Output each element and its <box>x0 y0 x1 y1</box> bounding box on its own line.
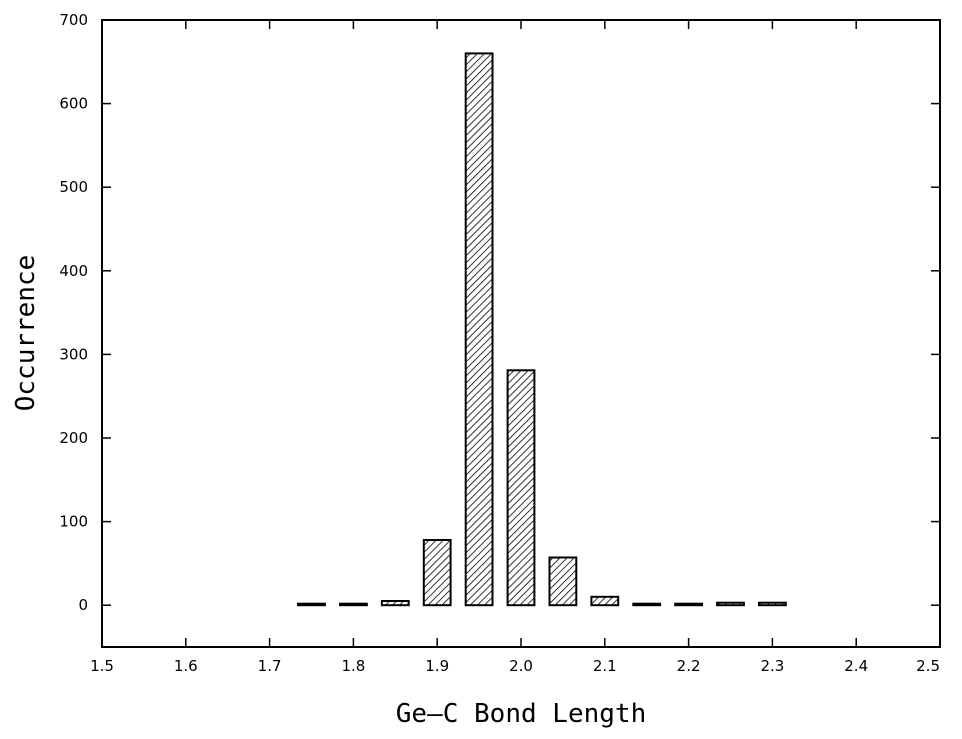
bar <box>716 601 745 607</box>
y-tick-label: 500 <box>59 178 88 196</box>
x-tick-label: 1.9 <box>425 657 449 675</box>
x-axis: 1.5 1.6 1.7 1.8 1.9 2.0 2.1 2.2 2.3 2.4 2.5 <box>90 20 941 675</box>
y-tick-label: 600 <box>59 95 88 113</box>
x-tick-label: 1.6 <box>174 657 198 675</box>
bar <box>674 602 704 607</box>
x-tick-label: 2.1 <box>593 657 617 675</box>
bar <box>506 369 536 607</box>
x-tick-label: 2.5 <box>916 657 940 675</box>
bar <box>632 602 662 607</box>
bar <box>590 595 620 607</box>
x-tick-label: 1.8 <box>341 657 365 675</box>
y-tick-label: 200 <box>59 429 88 447</box>
x-tick-label: 2.3 <box>760 657 784 675</box>
bar <box>422 539 452 607</box>
bar <box>548 556 578 607</box>
y-tick-label: 700 <box>59 11 88 29</box>
x-tick-label: 1.5 <box>90 657 114 675</box>
x-tick-label: 1.7 <box>258 657 282 675</box>
y-tick-label: 400 <box>59 262 88 280</box>
x-tick-label: 2.4 <box>844 657 868 675</box>
y-tick-label: 100 <box>59 513 88 531</box>
bar <box>758 601 787 607</box>
bar <box>339 602 368 607</box>
bar <box>464 52 494 607</box>
bars-layer <box>297 52 787 607</box>
y-axis: 0 100 200 300 400 500 600 700 <box>59 11 940 614</box>
y-tick-label: 0 <box>78 596 88 614</box>
x-tick-label: 2.2 <box>677 657 701 675</box>
bar <box>380 600 410 607</box>
x-axis-title: Ge–C Bond Length <box>396 699 646 729</box>
x-tick-label: 2.0 <box>509 657 533 675</box>
y-axis-title: Occurrence <box>11 255 41 412</box>
y-tick-label: 300 <box>59 345 88 363</box>
bar <box>297 602 326 607</box>
